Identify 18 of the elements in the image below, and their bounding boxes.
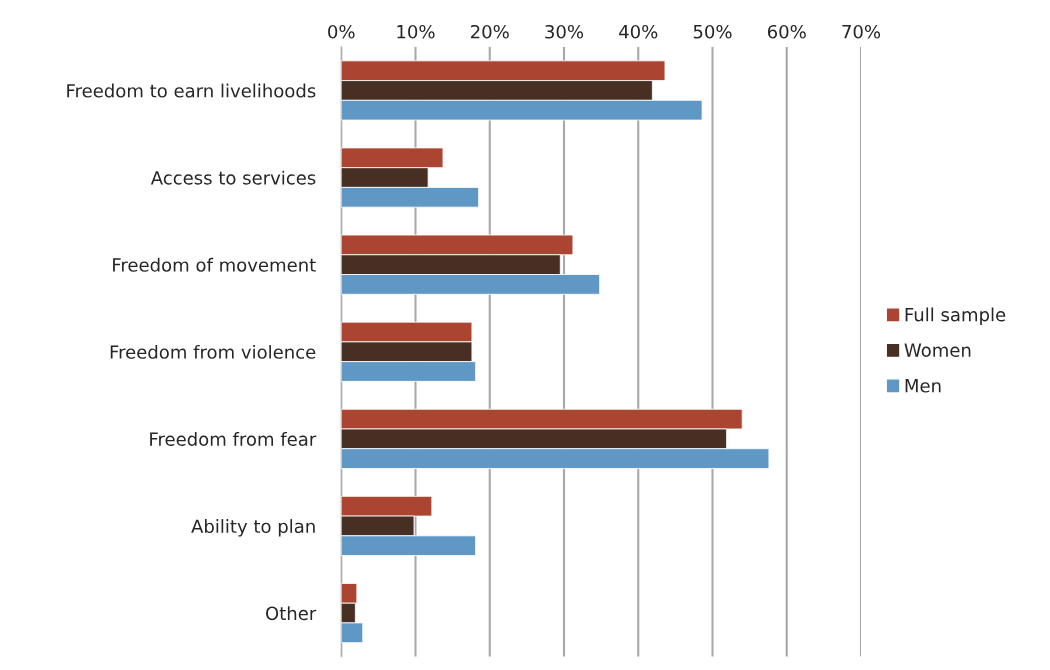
x-tick-label: 0%	[328, 24, 355, 39]
legend-label: Women	[904, 343, 971, 357]
x-tick-label: 50%	[693, 24, 732, 39]
x-tick-label: 30%	[545, 24, 584, 39]
y-tick-label: Freedom of movement	[113, 257, 316, 272]
y-tick-label: Ability to plan	[191, 519, 315, 537]
y-tick-label: Access to services	[150, 170, 316, 185]
legend-label: Men	[905, 379, 941, 393]
legend-label: Full sample	[905, 307, 1006, 325]
y-tick-label: Freedom from fear	[150, 431, 317, 446]
x-tick-label: 10%	[397, 24, 435, 39]
x-tick-label: 20%	[471, 24, 509, 39]
y-tick-label: Freedom to earn livelihoods	[67, 83, 316, 98]
x-tick-label: 40%	[619, 24, 658, 39]
y-tick-label: Freedom from violence	[110, 344, 316, 359]
x-tick-label: 60%	[767, 24, 806, 39]
x-tick-label: 70%	[842, 24, 881, 39]
y-tick-label: Other	[266, 606, 317, 621]
